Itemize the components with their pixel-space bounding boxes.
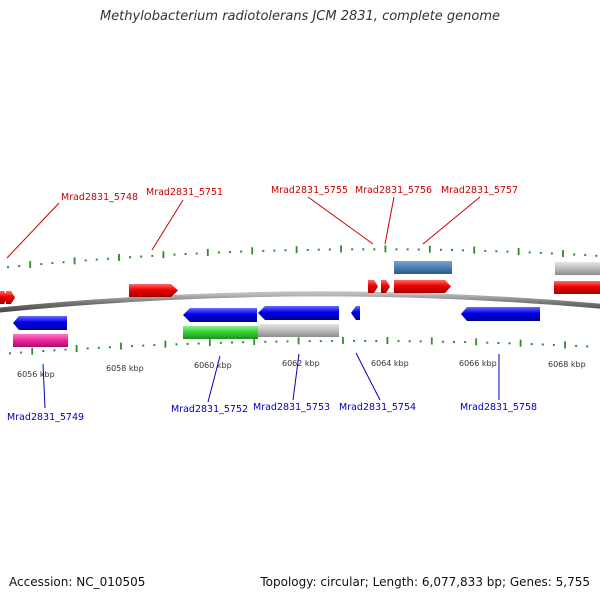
scale-label-6064: 6064 kbp <box>371 359 409 368</box>
label-mrad2831-5755[interactable]: Mrad2831_5755 <box>271 185 348 196</box>
label-mrad2831-5752[interactable]: Mrad2831_5752 <box>171 404 248 415</box>
leader-mrad2831-5756 <box>384 196 395 245</box>
gene-arrow-mrad2831-5755[interactable] <box>368 280 378 293</box>
leader-mrad2831-5755 <box>307 196 374 245</box>
genome-title: Methylobacterium radiotolerans JCM 2831,… <box>99 9 501 24</box>
gene-arrow-mrad2831-5756[interactable] <box>381 280 390 293</box>
feature-block-grey-right[interactable] <box>555 262 600 275</box>
gene-arrow-mrad2831-5753[interactable] <box>258 306 339 320</box>
gene-arrow-mrad2831-5757[interactable] <box>394 280 451 293</box>
scale-label-6068: 6068 kbp <box>548 360 586 369</box>
label-mrad2831-5754[interactable]: Mrad2831_5754 <box>339 402 416 413</box>
gene-arrow-mrad2831-5752[interactable] <box>183 308 257 322</box>
gene-arrow-forward-edge-b[interactable] <box>6 291 15 304</box>
leader-mrad2831-5751 <box>151 199 184 251</box>
leader-mrad2831-5748 <box>6 202 60 259</box>
feature-block-green[interactable] <box>183 326 258 339</box>
feature-block-pink[interactable] <box>13 334 68 347</box>
gene-arrow-mrad2831-5749[interactable] <box>13 316 67 330</box>
scale-label-6066: 6066 kbp <box>459 359 497 368</box>
label-mrad2831-5751[interactable]: Mrad2831_5751 <box>146 187 223 198</box>
label-mrad2831-5753[interactable]: Mrad2831_5753 <box>253 402 330 413</box>
leader-mrad2831-5757 <box>422 196 481 245</box>
accession-text: Accession: NC_010505 <box>9 575 146 589</box>
feature-block-steelblue[interactable] <box>394 261 452 274</box>
leader-mrad2831-5749 <box>42 363 46 409</box>
label-mrad2831-5758[interactable]: Mrad2831_5758 <box>460 402 537 413</box>
leader-mrad2831-5754 <box>355 352 381 401</box>
tick-row-bottom <box>9 336 589 355</box>
scale-label-6058: 6058 kbp <box>106 364 144 373</box>
tick-row-top <box>7 245 598 269</box>
scale-label-6056: 6056 kbp <box>17 370 55 379</box>
genome-backbone <box>0 291 600 313</box>
gene-arrow-mrad2831-5751[interactable] <box>129 284 178 297</box>
gene-arrow-mrad2831-5754[interactable] <box>351 306 360 320</box>
label-mrad2831-5757[interactable]: Mrad2831_5757 <box>441 185 518 196</box>
leader-mrad2831-5753 <box>292 353 300 401</box>
label-mrad2831-5748[interactable]: Mrad2831_5748 <box>61 192 138 203</box>
gene-arrow-mrad2831-5758[interactable] <box>461 307 540 321</box>
scale-label-6060: 6060 kbp <box>194 361 232 370</box>
genome-stats-text: Topology: circular; Length: 6,077,833 bp… <box>260 575 590 589</box>
label-mrad2831-5756[interactable]: Mrad2831_5756 <box>355 185 432 196</box>
gene-arrow-forward-right-edge[interactable] <box>554 281 600 294</box>
feature-block-grey-mid[interactable] <box>258 324 339 337</box>
scale-label-6062: 6062 kbp <box>282 359 320 368</box>
label-mrad2831-5749[interactable]: Mrad2831_5749 <box>7 412 84 423</box>
leader-mrad2831-5752 <box>207 355 221 403</box>
